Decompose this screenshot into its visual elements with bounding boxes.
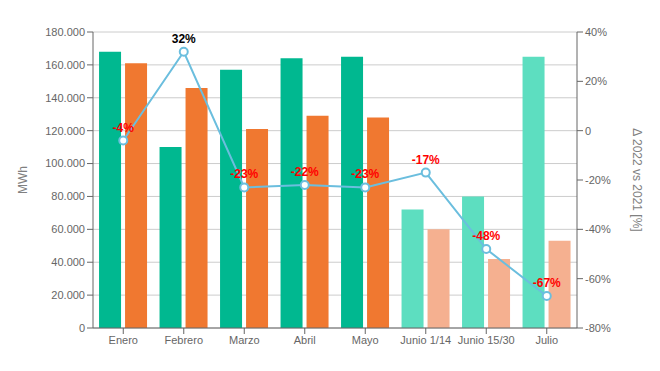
svg-text:-17%: -17% <box>412 153 440 167</box>
svg-text:MWh: MWh <box>16 166 30 194</box>
svg-text:-23%: -23% <box>230 167 258 181</box>
svg-text:Junio 15/30: Junio 15/30 <box>458 334 515 346</box>
svg-text:-4%: -4% <box>113 121 135 135</box>
svg-text:Mayo: Mayo <box>352 334 379 346</box>
svg-text:0: 0 <box>79 322 85 334</box>
svg-text:-40%: -40% <box>585 223 611 235</box>
svg-text:Abril: Abril <box>294 334 316 346</box>
svg-text:20.000: 20.000 <box>51 289 85 301</box>
svg-text:40.000: 40.000 <box>51 256 85 268</box>
svg-text:-20%: -20% <box>585 174 611 186</box>
svg-text:32%: 32% <box>172 32 196 46</box>
svg-text:-80%: -80% <box>585 322 611 334</box>
svg-text:-60%: -60% <box>585 273 611 285</box>
svg-text:-23%: -23% <box>351 167 379 181</box>
svg-text:Junio 1/14: Junio 1/14 <box>400 334 451 346</box>
svg-text:120.000: 120.000 <box>45 125 85 137</box>
svg-text:Enero: Enero <box>109 334 138 346</box>
svg-text:100.000: 100.000 <box>45 157 85 169</box>
svg-text:160.000: 160.000 <box>45 59 85 71</box>
svg-text:-67%: -67% <box>533 276 561 290</box>
svg-text:0: 0 <box>585 125 591 137</box>
svg-text:Febrero: Febrero <box>164 334 203 346</box>
svg-text:60.000: 60.000 <box>51 223 85 235</box>
svg-text:Julio: Julio <box>535 334 558 346</box>
svg-text:40%: 40% <box>585 26 607 38</box>
svg-text:-48%: -48% <box>472 229 500 243</box>
svg-text:180.000: 180.000 <box>45 26 85 38</box>
svg-text:Δ 2022 vs 2021 [%]: Δ 2022 vs 2021 [%] <box>630 128 644 231</box>
svg-text:Marzo: Marzo <box>229 334 260 346</box>
svg-text:140.000: 140.000 <box>45 92 85 104</box>
svg-text:-22%: -22% <box>291 165 319 179</box>
svg-text:20%: 20% <box>585 75 607 87</box>
svg-text:80.000: 80.000 <box>51 190 85 202</box>
